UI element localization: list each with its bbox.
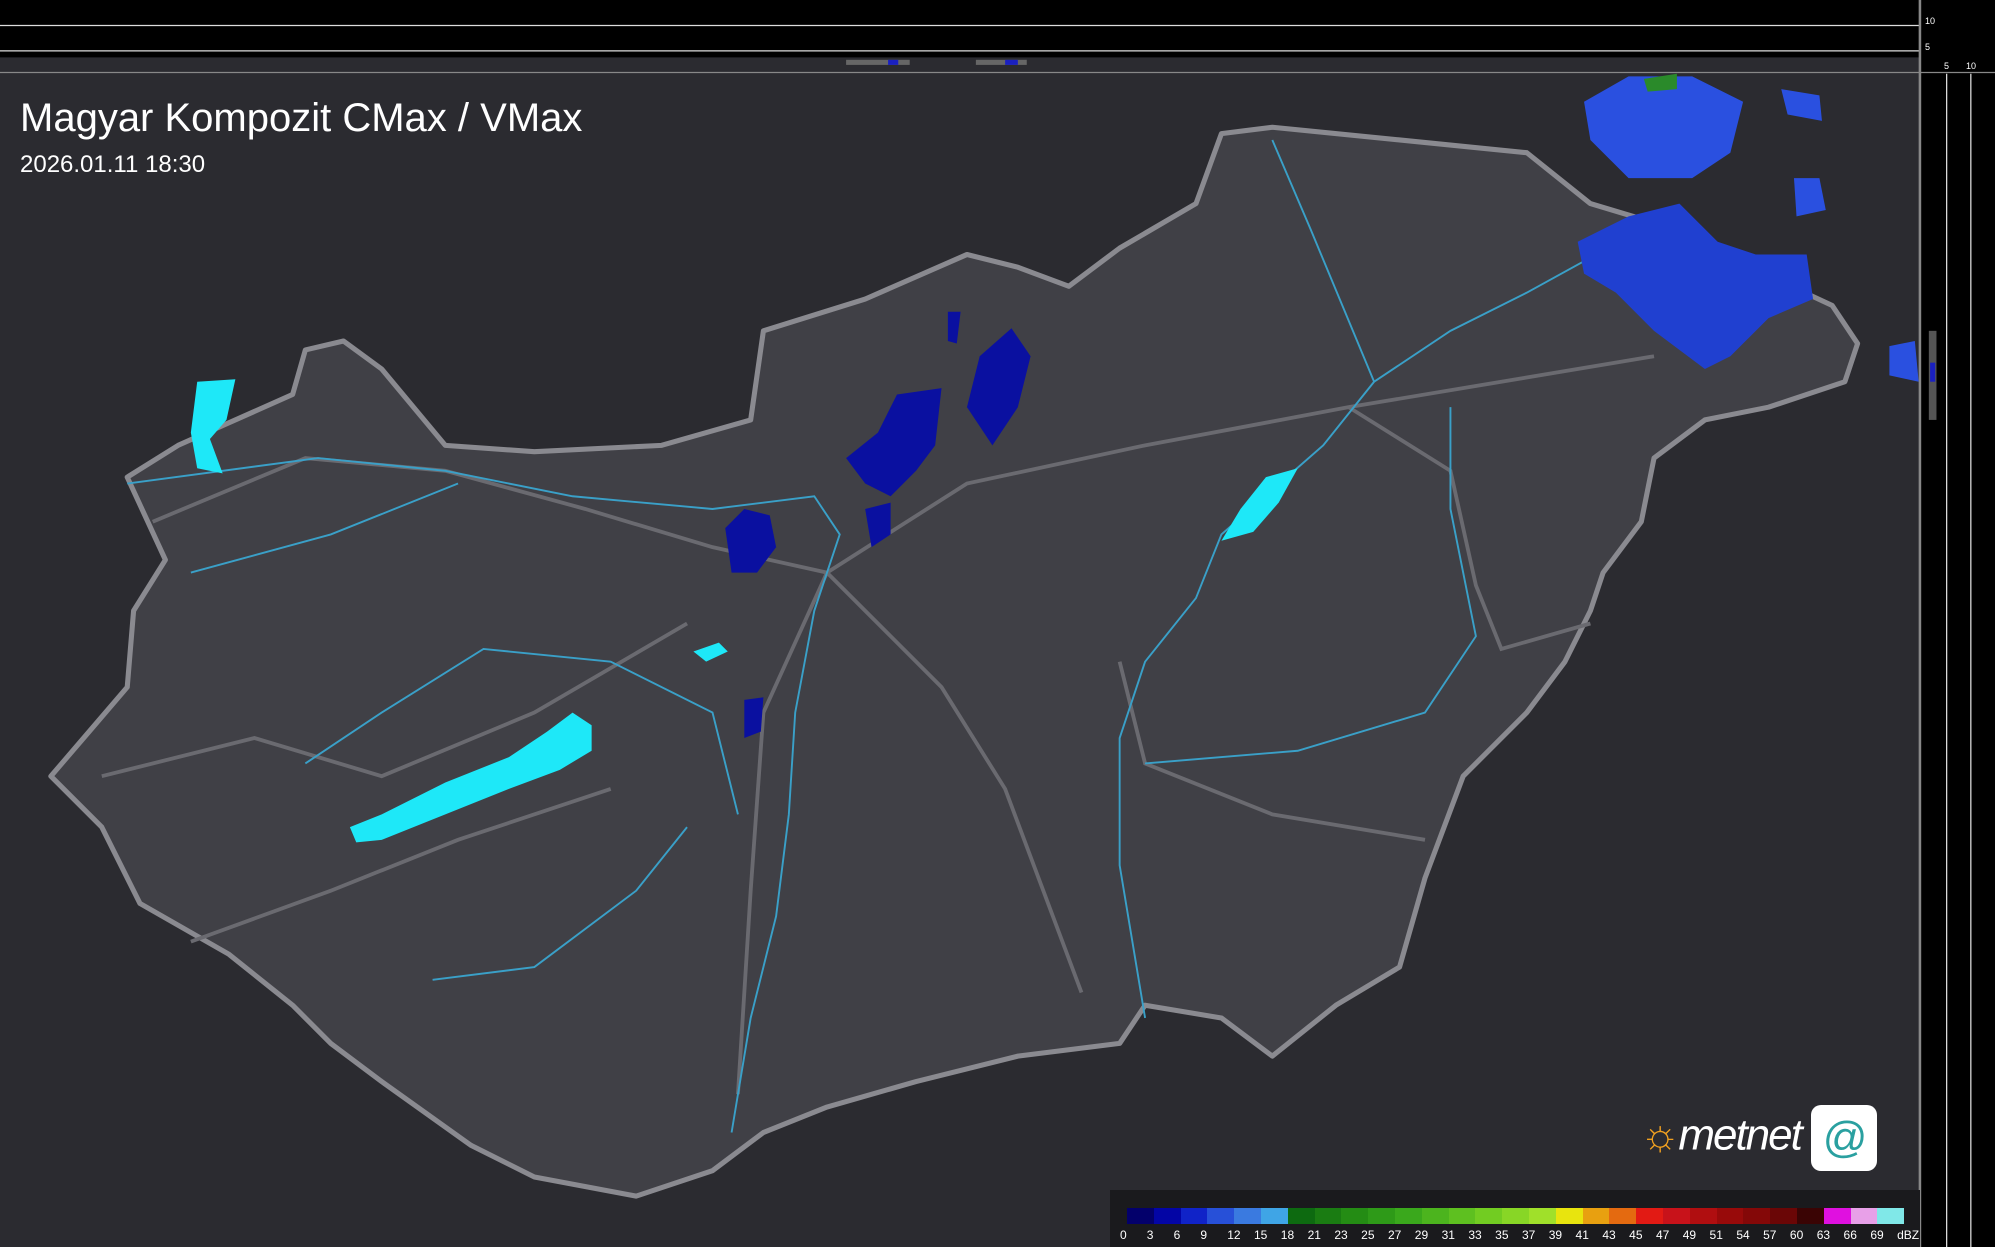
color-swatch	[1448, 1208, 1476, 1224]
swirl-icon: @	[1811, 1105, 1878, 1171]
color-swatch	[1877, 1208, 1905, 1224]
color-swatch	[1636, 1208, 1663, 1224]
scale-label: 39	[1548, 1228, 1563, 1242]
color-swatch	[1153, 1208, 1181, 1224]
color-swatch	[1528, 1208, 1556, 1224]
color-swatch	[1716, 1208, 1744, 1224]
color-swatch	[1207, 1208, 1235, 1224]
color-scale-legend: 0 3 6 9 12 15 18 21 23 25 27 29 31 33 35 37 39 41 43 45 47 49…	[1110, 1190, 1920, 1247]
color-swatch	[1260, 1208, 1288, 1224]
top-profile-echo	[846, 59, 910, 65]
top-profile-echo	[975, 59, 1027, 65]
scale-label: 23	[1334, 1228, 1348, 1242]
color-swatch	[1796, 1208, 1824, 1224]
color-swatch	[1502, 1208, 1529, 1224]
color-swatch	[1609, 1208, 1637, 1224]
scale-label: 15	[1253, 1228, 1268, 1242]
scale-label: 25	[1361, 1228, 1375, 1242]
color-swatch	[1689, 1208, 1717, 1224]
scale-label: 45	[1629, 1228, 1643, 1242]
scale-label: 31	[1441, 1228, 1455, 1242]
color-scale-labels: 0 3 6 9 12 15 18 21 23 25 27 29 31 33 35 37 39 41 43 45 47 49…	[1120, 1228, 1924, 1242]
scale-label: 37	[1521, 1228, 1536, 1242]
color-swatch	[1368, 1208, 1395, 1224]
top-profile-echo	[888, 59, 899, 65]
scale-label: 43	[1602, 1228, 1616, 1242]
lake-neusiedl	[190, 379, 236, 474]
color-swatch	[1823, 1208, 1851, 1224]
scale-label: 9	[1200, 1228, 1208, 1242]
color-swatch	[1475, 1208, 1503, 1224]
color-swatch	[1582, 1208, 1610, 1224]
lake-balaton	[349, 712, 592, 843]
top-profile-echo	[1005, 59, 1018, 65]
color-swatch	[1555, 1208, 1583, 1224]
top-profile-panel	[0, 0, 1995, 58]
color-swatch	[1180, 1208, 1208, 1224]
color-swatch	[1850, 1208, 1878, 1224]
scale-label: 18	[1280, 1228, 1295, 1242]
scale-label: 47	[1655, 1228, 1670, 1242]
unit-label: dBZ	[1897, 1228, 1920, 1242]
color-swatch	[1743, 1208, 1771, 1224]
map-timestamp: 2026.01.11 18:30	[20, 151, 206, 178]
scale-label: 12	[1227, 1228, 1241, 1242]
sun-icon: ☼	[1640, 1110, 1680, 1160]
metnet-logo: ☼metnet @	[1640, 1105, 1878, 1171]
scale-label: 63	[1816, 1228, 1831, 1242]
scale-label: 29	[1414, 1228, 1429, 1242]
right-profile-echo	[1930, 362, 1936, 382]
top-tick-label: 5	[1925, 42, 1931, 52]
scale-label: 27	[1387, 1228, 1402, 1242]
scale-label: 54	[1736, 1228, 1750, 1242]
scale-label: 41	[1575, 1228, 1589, 1242]
scale-label: 57	[1763, 1228, 1777, 1242]
lakes	[190, 379, 1298, 843]
color-swatch	[1421, 1208, 1449, 1224]
scale-label: 6	[1173, 1228, 1181, 1242]
scale-label: 35	[1495, 1228, 1509, 1242]
precipitation-echoes	[725, 73, 1919, 739]
color-swatch	[1770, 1208, 1797, 1224]
scale-label: 0	[1120, 1228, 1127, 1242]
color-swatch	[1234, 1208, 1261, 1224]
color-swatch	[1662, 1208, 1690, 1224]
scale-label: 60	[1789, 1228, 1804, 1242]
logo-text: metnet	[1678, 1110, 1803, 1160]
lake-tisza	[1221, 468, 1298, 541]
right-tick-label: 5	[1944, 61, 1950, 71]
map-title: Magyar Kompozit CMax / VMax	[20, 96, 583, 140]
top-tick-label: 10	[1925, 16, 1936, 26]
color-swatch	[1394, 1208, 1422, 1224]
lake-velence	[693, 642, 728, 662]
scale-label: 51	[1709, 1228, 1723, 1242]
scale-label: 66	[1843, 1228, 1857, 1242]
scale-label: 49	[1682, 1228, 1697, 1242]
scale-label: 21	[1307, 1228, 1321, 1242]
color-swatch	[1287, 1208, 1315, 1224]
scale-label: 3	[1146, 1228, 1154, 1242]
color-swatch	[1127, 1208, 1154, 1224]
scale-label: 33	[1468, 1228, 1482, 1242]
color-swatch	[1341, 1208, 1369, 1224]
scale-label: 69	[1870, 1228, 1884, 1242]
color-scale-bar	[1127, 1208, 1905, 1224]
right-tick-label: 10	[1966, 61, 1977, 71]
hungary-country-area	[48, 124, 1861, 1199]
right-profile-panel	[1921, 0, 1995, 1247]
rivers	[127, 139, 1655, 1133]
color-swatch	[1314, 1208, 1342, 1224]
